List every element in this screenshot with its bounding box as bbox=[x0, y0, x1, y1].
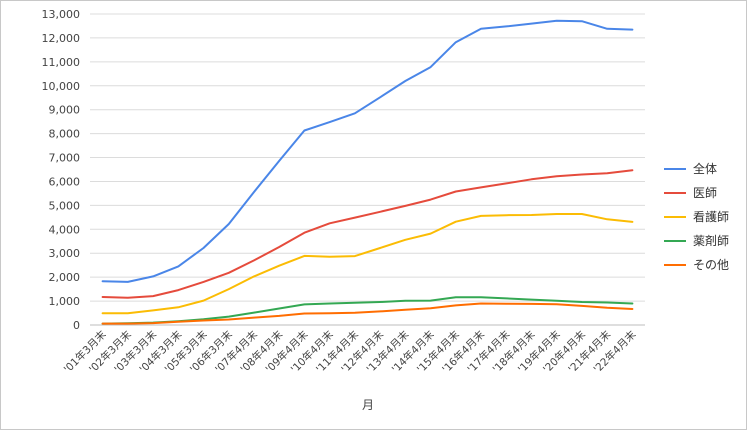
x-axis-ticks: '01年3月末'02年3月末'03年3月末'04年3月末'05年3月末'06年3… bbox=[61, 328, 639, 376]
series-line bbox=[101, 19, 634, 283]
legend-label: 医師 bbox=[693, 186, 717, 200]
legend-label: 看護師 bbox=[693, 209, 729, 224]
y-tick-label: 3,000 bbox=[49, 247, 81, 260]
y-tick-label: 8,000 bbox=[49, 128, 81, 141]
y-tick-label: 1,000 bbox=[49, 295, 81, 308]
legend-label: その他 bbox=[693, 258, 729, 272]
y-axis-ticks: 0 1,000 2,000 3,000 4,000 5,000 6,000 7,000 8,00… bbox=[42, 8, 81, 332]
series-line bbox=[101, 302, 634, 325]
legend-label: 全体 bbox=[693, 161, 717, 176]
y-tick-label: 9,000 bbox=[49, 104, 81, 117]
series-line bbox=[101, 169, 634, 299]
y-tick-label: 6,000 bbox=[49, 175, 81, 188]
gridlines bbox=[90, 13, 645, 326]
series-line bbox=[101, 213, 634, 315]
y-tick-label: 4,000 bbox=[49, 223, 81, 236]
y-tick-label: 13,000 bbox=[42, 8, 81, 21]
y-tick-label: 7,000 bbox=[49, 152, 81, 165]
legend-label: 薬剤師 bbox=[693, 233, 729, 248]
y-tick-label: 11,000 bbox=[42, 56, 81, 69]
series-lines bbox=[101, 19, 634, 325]
y-tick-label: 0 bbox=[73, 319, 80, 332]
y-tick-label: 10,000 bbox=[42, 80, 81, 93]
y-tick-label: 12,000 bbox=[42, 32, 81, 45]
x-axis-label: 月 bbox=[362, 398, 374, 412]
y-tick-label: 5,000 bbox=[49, 199, 81, 212]
y-tick-label: 2,000 bbox=[49, 271, 81, 284]
